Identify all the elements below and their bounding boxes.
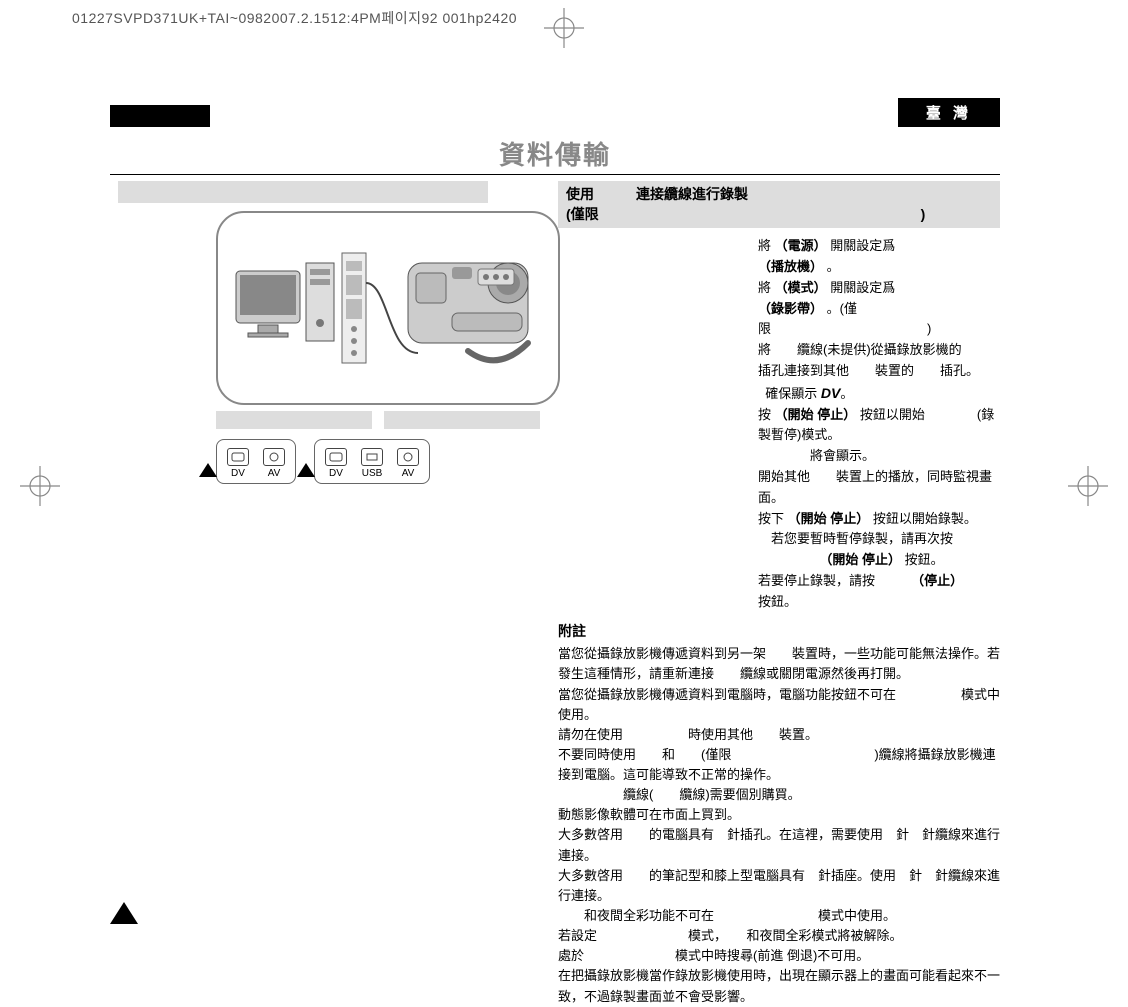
page-title: 資料傳輸 xyxy=(110,135,1000,172)
registration-mark-right xyxy=(1068,466,1108,506)
step5: 開始其他 裝置上的播放，同時監視畫面。 xyxy=(758,469,992,505)
dv-inline-icon: DV xyxy=(821,385,840,401)
note-item: 動態影像軟體可在市面上買到。 xyxy=(558,805,1000,825)
diagram-label-row xyxy=(216,411,540,429)
port-dv-1: DV xyxy=(227,448,249,479)
step6e: （開始 停止） xyxy=(819,552,901,567)
notes-title: 附註 xyxy=(558,621,1000,643)
dv-port-icon xyxy=(325,448,347,466)
port-label: AV xyxy=(402,468,415,479)
step3: 將 纜線(未提供)從攝錄放影機的 插孔連接到其他 裝置的 插孔。 xyxy=(758,342,988,378)
note-item: 請勿在使用 時使用其他 裝置。 xyxy=(558,725,1000,745)
subtitle-line2: (僅限 ) xyxy=(566,206,925,222)
port-panels: DV AV DV xyxy=(216,439,540,484)
step6d: 若您要暫時暫停錄製，請再次按 xyxy=(758,531,953,546)
step2b: （模式） xyxy=(775,280,827,295)
port-label: AV xyxy=(268,468,281,479)
port-usb: USB xyxy=(361,448,383,479)
port-dv-2: DV xyxy=(325,448,347,479)
av-port-icon xyxy=(397,448,419,466)
title-rule xyxy=(110,174,1000,175)
step1e: 。 xyxy=(827,259,840,274)
step6c: 按鈕以開始錄製。 xyxy=(873,511,977,526)
right-column: 使用 連接纜線進行錄製 (僅限 ) 將 （電源） 開關設定爲 （播放機） 。 將… xyxy=(558,181,1000,1007)
label-box-right xyxy=(384,411,540,429)
registration-mark-top xyxy=(544,8,584,48)
top-bar: 臺 灣 xyxy=(110,98,1000,127)
step2d: （錄影帶） xyxy=(758,301,823,316)
step7c: 按鈕。 xyxy=(758,594,797,609)
usb-port-icon xyxy=(361,448,383,466)
dv-port-icon xyxy=(227,448,249,466)
note-item: 和夜間全彩功能不可在 模式中使用。 xyxy=(558,906,1000,926)
step3c: 。 xyxy=(840,386,853,401)
note-item: 纜線( 纜線)需要個別購買。 xyxy=(558,785,1000,805)
note-item: 大多數啓用 的筆記型和膝上型電腦具有 針插座。使用 針 針纜線來進行連接。 xyxy=(558,866,1000,906)
connection-diagram xyxy=(216,211,560,405)
step6b: （開始 停止） xyxy=(788,511,870,526)
step4a: 按 xyxy=(758,407,771,422)
step4b: （開始 停止） xyxy=(775,407,857,422)
step7b: （停止） xyxy=(911,573,963,588)
av-port-icon xyxy=(263,448,285,466)
note-item: 當您從攝錄放影機傳遞資料到電腦時，電腦功能按鈕不可在 模式中使用。 xyxy=(558,685,1000,725)
step6a: 按下 xyxy=(758,511,784,526)
port-label: DV xyxy=(231,468,245,479)
port-av-2: AV xyxy=(397,448,419,479)
steps-list: 將 （電源） 開關設定爲 （播放機） 。 將 （模式） 開關設定爲 （錄影帶） … xyxy=(558,236,1000,612)
step1b: （電源） xyxy=(775,238,827,253)
port-label: DV xyxy=(329,468,343,479)
step1d: （播放機） xyxy=(758,259,823,274)
step6f: 按鈕。 xyxy=(905,552,944,567)
port-panel-2: DV USB AV xyxy=(314,439,430,484)
note-item: 在把攝錄放影機當作錄放影機使用時，出現在顯示器上的畫面可能看起來不一致，不過錄製… xyxy=(558,966,1000,1006)
note-item: 大多數啓用 的電腦具有 針插孔。在這裡，需要使用 針 針纜線來進行連接。 xyxy=(558,825,1000,865)
region-badge: 臺 灣 xyxy=(898,98,1000,127)
note-item: 不要同時使用 和 (僅限 )纜線將攝錄放影機連接到電腦。這可能導致不正常的操作。 xyxy=(558,745,1000,785)
step1a: 將 xyxy=(758,238,771,253)
left-column: DV xyxy=(110,181,540,1007)
page-body: 臺 灣 資料傳輸 DV xyxy=(110,98,1000,1007)
step3b: 確保顯示 xyxy=(765,386,821,401)
header-code: 01227SVPD371UK+TAI~0982007.2.1512:4PM페이지… xyxy=(72,8,517,28)
subtitle-line1: 使用 連接纜線進行錄製 xyxy=(566,186,748,202)
registration-mark-left xyxy=(20,466,60,506)
note-item: 若設定 模式， 和夜間全彩模式將被解除。 xyxy=(558,926,1000,946)
step1c: 開關設定爲 xyxy=(830,238,895,253)
page-corner-arrow xyxy=(110,902,138,924)
port-av-1: AV xyxy=(263,448,285,479)
step7a: 若要停止錄製，請按 xyxy=(758,573,875,588)
label-box-left xyxy=(216,411,372,429)
left-subtitle-band xyxy=(118,181,488,203)
right-subtitle: 使用 連接纜線進行錄製 (僅限 ) xyxy=(558,181,1000,228)
arrow-icon xyxy=(199,463,217,477)
step2c: 開關設定爲 xyxy=(830,280,895,295)
notes-section: 附註 當您從攝錄放影機傳遞資料到另一架 裝置時，一些功能可能無法操作。若發生這種… xyxy=(558,621,1000,1007)
note-item: 當您從攝錄放影機傳遞資料到另一架 裝置時，一些功能可能無法操作。若發生這種情形，… xyxy=(558,644,1000,684)
content-columns: DV xyxy=(110,181,1000,1007)
category-badge-left xyxy=(110,105,210,127)
note-item: 處於 模式中時搜尋(前進 倒退)不可用。 xyxy=(558,946,1000,966)
port-label: USB xyxy=(362,468,383,479)
step4d: 將會顯示。 xyxy=(758,448,875,463)
step2a: 將 xyxy=(758,280,771,295)
arrow-icon xyxy=(297,463,315,477)
port-panel-1: DV AV xyxy=(216,439,296,484)
